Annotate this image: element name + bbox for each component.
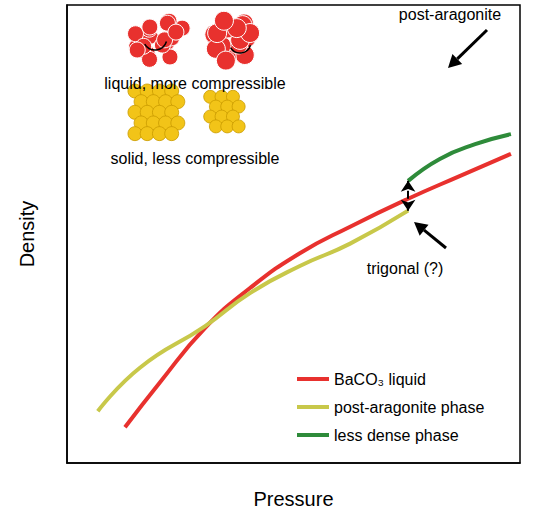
svg-text:post-aragonite: post-aragonite <box>399 6 501 23</box>
svg-text:Density: Density <box>16 201 38 268</box>
svg-text:Pressure: Pressure <box>253 488 333 510</box>
svg-text:trigonal (?): trigonal (?) <box>367 260 443 277</box>
svg-text:solid, less compressible: solid, less compressible <box>111 150 280 167</box>
svg-text:liquid, more compressible: liquid, more compressible <box>104 75 286 92</box>
svg-text:less dense phase: less dense phase <box>334 427 459 444</box>
svg-text:post-aragonite phase: post-aragonite phase <box>334 399 484 416</box>
svg-text:BaCO₃ liquid: BaCO₃ liquid <box>334 371 426 388</box>
